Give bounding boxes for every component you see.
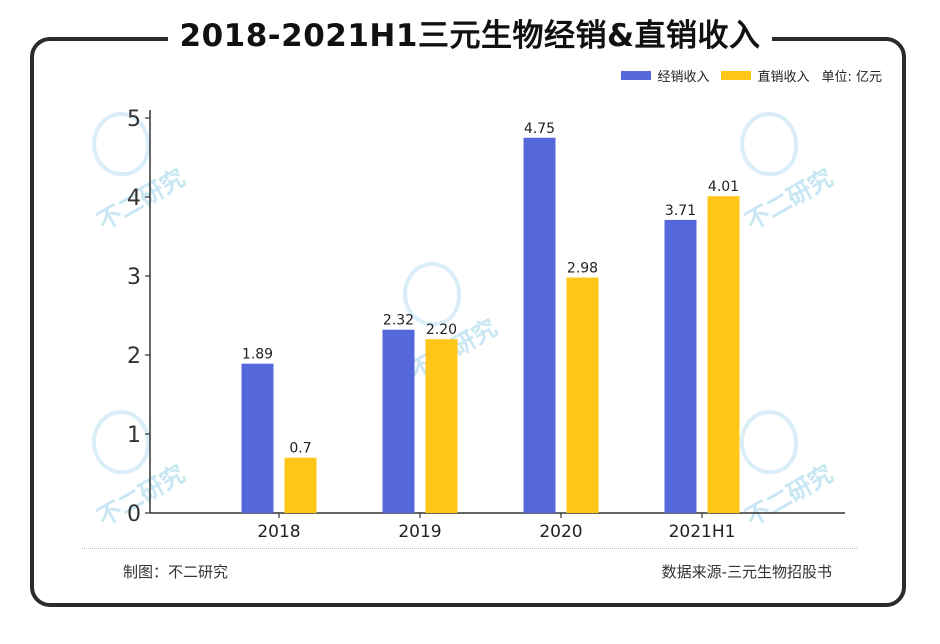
- legend: 经销收入 直销收入 单位: 亿元: [609, 66, 882, 85]
- y-tick-label-3: 3: [127, 265, 141, 290]
- chart-title: 2018-2021H1三元生物经销&直销收入: [167, 14, 773, 58]
- x-tick-label-0: 2018: [257, 522, 300, 542]
- data-label-direct-2019: 2.20: [426, 322, 457, 338]
- data-label-distribution-2019: 2.32: [383, 313, 414, 329]
- legend-label-distribution: 经销收入: [657, 70, 710, 85]
- legend-item-direct: 直销收入: [721, 66, 809, 85]
- data-label-direct-2021H1: 4.01: [708, 179, 739, 195]
- bar-distribution-2021H1: [664, 219, 697, 513]
- x-tick-label-2: 2020: [539, 522, 582, 542]
- data-label-distribution-2021H1: 3.71: [665, 203, 696, 219]
- legend-unit: 单位: 亿元: [821, 70, 882, 85]
- x-tick-label-3: 2021H1: [669, 522, 736, 542]
- y-tick-label-2: 2: [127, 344, 141, 369]
- watermark-logo-4: [740, 112, 798, 176]
- watermark-logo-3: [92, 410, 150, 474]
- legend-swatch-blue: [621, 71, 652, 80]
- data-label-distribution-2018: 1.89: [242, 347, 273, 363]
- y-tick-label-5: 5: [127, 107, 141, 132]
- legend-item-distribution: 经销收入: [621, 66, 709, 85]
- bar-distribution-2018: [241, 363, 274, 513]
- bar-direct-2020: [566, 277, 599, 513]
- bar-direct-2018: [284, 457, 317, 513]
- y-tick-label-4: 4: [127, 186, 141, 211]
- bar-distribution-2020: [523, 137, 556, 513]
- data-label-direct-2020: 2.98: [567, 261, 598, 277]
- watermark-logo-1: [92, 112, 150, 176]
- bar-distribution-2019: [382, 329, 415, 513]
- x-tick-label-1: 2019: [398, 522, 441, 542]
- data-label-distribution-2020: 4.75: [524, 121, 555, 137]
- legend-label-direct: 直销收入: [757, 70, 810, 85]
- watermark-logo-5: [740, 410, 798, 474]
- watermark-logo-2: [403, 262, 461, 326]
- footer-source: 数据来源-三元生物招股书: [661, 563, 832, 581]
- y-tick-label-1: 1: [127, 423, 141, 448]
- bar-direct-2019: [425, 339, 458, 513]
- bar-direct-2021H1: [707, 196, 740, 513]
- legend-swatch-yellow: [721, 71, 752, 80]
- footer-credit: 制图：不二研究: [123, 563, 229, 581]
- title-wrap: 2018-2021H1三元生物经销&直销收入: [0, 14, 940, 58]
- footer-divider: [82, 548, 857, 549]
- data-label-direct-2018: 0.7: [289, 441, 311, 457]
- y-tick-label-0: 0: [127, 502, 141, 527]
